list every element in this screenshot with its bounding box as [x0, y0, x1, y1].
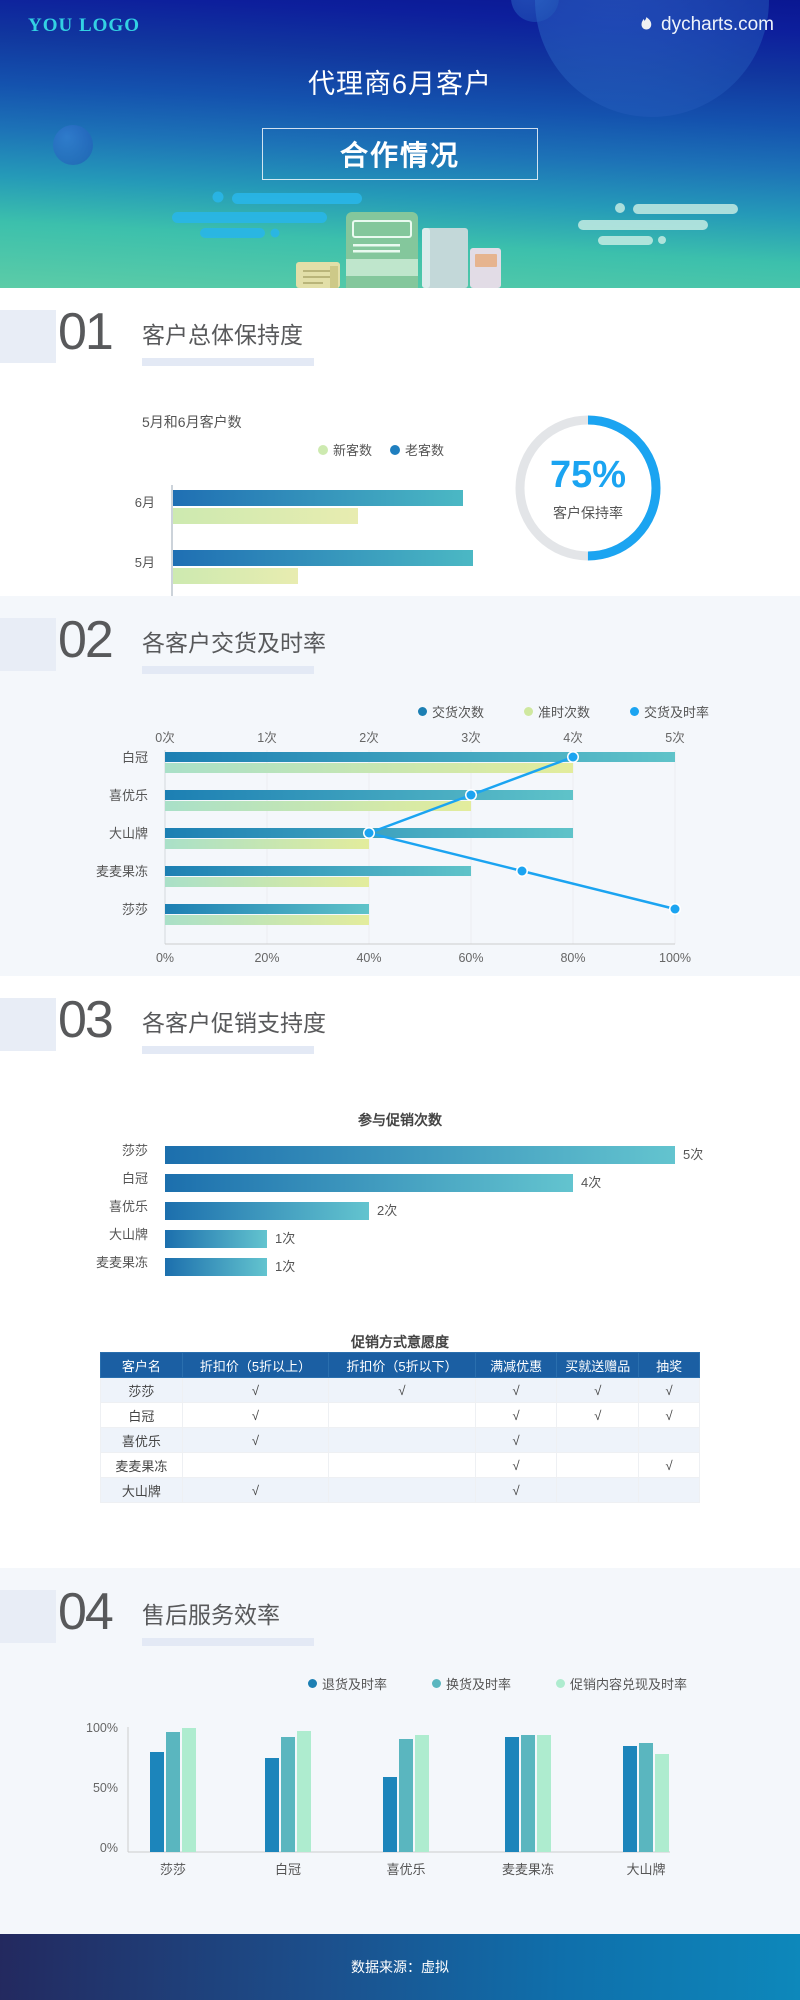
svg-text:60%: 60%: [458, 951, 483, 965]
svg-text:白冠: 白冠: [275, 1862, 301, 1877]
svg-text:白冠: 白冠: [122, 750, 148, 765]
svg-text:20%: 20%: [254, 951, 279, 965]
svg-text:麦麦果冻: 麦麦果冻: [96, 1255, 148, 1270]
svg-text:客户保持率: 客户保持率: [553, 505, 623, 521]
svg-text:大山牌: 大山牌: [109, 826, 148, 841]
svg-text:0%: 0%: [156, 951, 174, 965]
svg-text:1次: 1次: [275, 1259, 295, 1274]
svg-text:喜优乐: 喜优乐: [109, 1199, 148, 1214]
svg-text:2次: 2次: [359, 731, 378, 745]
svg-text:大山牌: 大山牌: [109, 1227, 148, 1242]
svg-text:麦麦果冻: 麦麦果冻: [96, 864, 148, 879]
svg-text:40%: 40%: [356, 951, 381, 965]
svg-text:喜优乐: 喜优乐: [109, 788, 148, 803]
svg-text:白冠: 白冠: [122, 1171, 148, 1186]
svg-text:50%: 50%: [93, 1781, 118, 1795]
svg-text:100%: 100%: [86, 1721, 118, 1735]
svg-text:1次: 1次: [275, 1231, 295, 1246]
svg-text:5月: 5月: [135, 555, 155, 570]
svg-text:6月: 6月: [135, 495, 155, 510]
svg-text:4次: 4次: [563, 731, 582, 745]
svg-text:100%: 100%: [659, 951, 691, 965]
svg-text:1次: 1次: [257, 731, 276, 745]
svg-text:0次: 0次: [155, 731, 174, 745]
svg-text:大山牌: 大山牌: [626, 1862, 665, 1877]
svg-text:5次: 5次: [665, 731, 684, 745]
svg-text:4次: 4次: [581, 1175, 601, 1190]
svg-text:莎莎: 莎莎: [122, 902, 148, 917]
svg-text:麦麦果冻: 麦麦果冻: [502, 1862, 554, 1877]
svg-text:3次: 3次: [461, 731, 480, 745]
svg-text:0%: 0%: [100, 1841, 118, 1855]
svg-text:莎莎: 莎莎: [122, 1143, 148, 1158]
svg-text:2次: 2次: [377, 1203, 397, 1218]
svg-text:80%: 80%: [560, 951, 585, 965]
svg-text:75%: 75%: [550, 454, 626, 496]
svg-text:5次: 5次: [683, 1147, 703, 1162]
svg-text:莎莎: 莎莎: [160, 1862, 186, 1877]
svg-text:喜优乐: 喜优乐: [386, 1862, 425, 1877]
